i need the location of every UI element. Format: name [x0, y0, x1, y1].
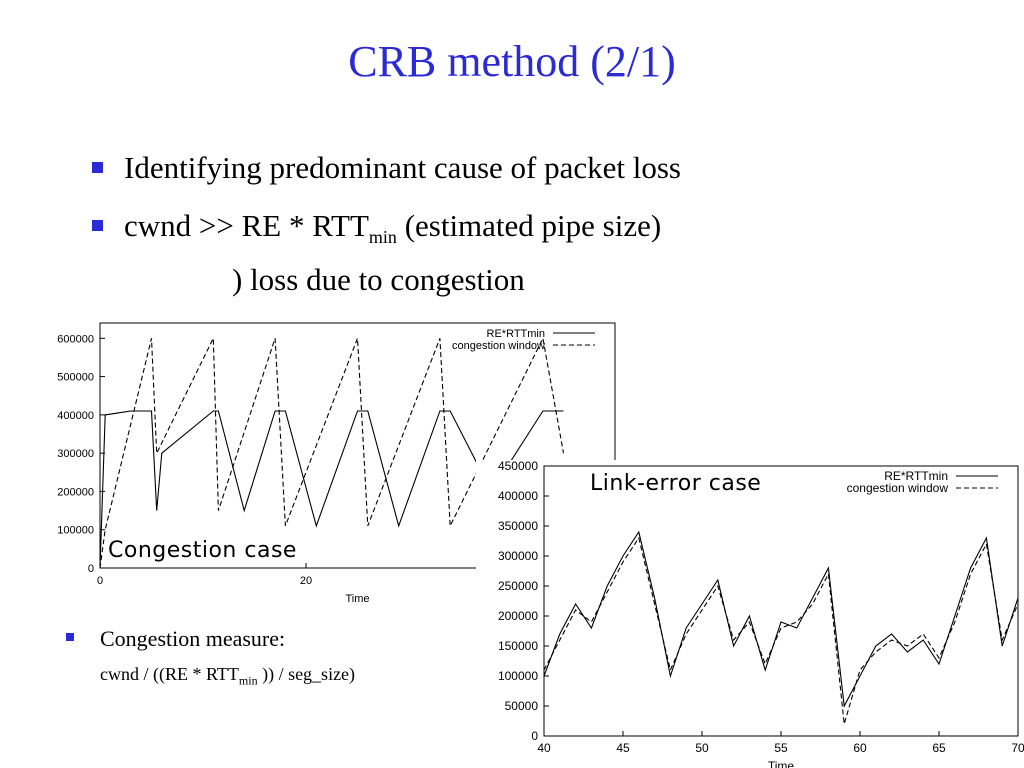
y-tick-label: 600000: [57, 333, 94, 345]
series-line-re-rttmin: [543, 530, 1019, 708]
plot-frame: [543, 465, 1019, 737]
y-tick-label: 0: [531, 729, 538, 743]
y-tick-label: 450000: [498, 460, 538, 473]
bullet-text: Identifying predominant cause of packet …: [124, 150, 681, 185]
formula-subscript: min: [238, 673, 258, 688]
y-tick-label: 300000: [498, 549, 538, 563]
y-tick-label: 400000: [498, 489, 538, 503]
link-error-case-caption: Link-error case: [590, 471, 762, 496]
bullet-text: cwnd >> RE * RTTmin (estimated pipe size…: [124, 208, 661, 248]
x-tick-label: 70: [1011, 741, 1024, 755]
x-tick-label: 20: [300, 575, 312, 587]
square-bullet-icon: [92, 162, 103, 173]
x-tick-label: 40: [537, 741, 551, 755]
y-tick-label: 100000: [57, 525, 94, 537]
y-tick-label: 100000: [498, 669, 538, 683]
y-tick-label: 50000: [505, 699, 539, 713]
x-axis-label: Time: [768, 759, 795, 768]
y-tick-label: 500000: [57, 372, 94, 384]
x-tick-label: 65: [932, 741, 946, 755]
x-tick-label: 55: [774, 741, 788, 755]
formula-tail: )) / seg_size): [257, 664, 356, 684]
y-tick-label: 350000: [498, 519, 538, 533]
link-error-chart: 0 50000 100000 150000 200000 250000 300000 3500…: [476, 460, 1024, 768]
formula-main: cwnd / ((RE * RTT: [100, 664, 239, 684]
y-tick-label: 300000: [57, 448, 94, 460]
y-tick-label: 0: [88, 563, 94, 575]
legend-label: congestion window: [847, 481, 949, 495]
y-tick-label: 400000: [57, 410, 94, 422]
x-tick-label: 0: [97, 575, 103, 587]
plot-frame: [99, 322, 616, 569]
bullet-text-main: cwnd >> RE * RTT: [124, 208, 369, 243]
measure-formula: cwnd / ((RE * RTTmin )) / seg_size): [100, 664, 355, 689]
legend-label: RE*RTTmin: [487, 328, 545, 340]
y-tick-label: 200000: [57, 486, 94, 498]
y-tick-label: 200000: [498, 609, 538, 623]
link-error-chart-svg: 0 50000 100000 150000 200000 250000 300000 3500…: [498, 460, 1024, 768]
x-axis-label: Time: [345, 593, 369, 605]
slide-title: CRB method (2/1): [348, 37, 676, 86]
y-tick-label: 150000: [498, 639, 538, 653]
series-line-re-rttmin: [99, 410, 564, 569]
legend-label: RE*RTTmin: [884, 469, 948, 483]
x-tick-label: 60: [853, 741, 867, 755]
measure-label: Congestion measure:: [100, 626, 286, 651]
x-tick-label: 45: [616, 741, 630, 755]
subscript-min: min: [368, 227, 397, 248]
square-bullet-icon: [92, 220, 103, 231]
congestion-case-caption: Congestion case: [106, 538, 299, 563]
x-tick-label: 50: [695, 741, 709, 755]
y-tick-label: 250000: [498, 579, 538, 593]
square-bullet-icon: [66, 633, 74, 641]
implication-line: ) loss due to congestion: [232, 262, 525, 297]
bullet-text-tail: (estimated pipe size): [396, 208, 662, 243]
series-line-congestion-window: [543, 536, 1019, 725]
legend-label: congestion window: [452, 340, 545, 352]
